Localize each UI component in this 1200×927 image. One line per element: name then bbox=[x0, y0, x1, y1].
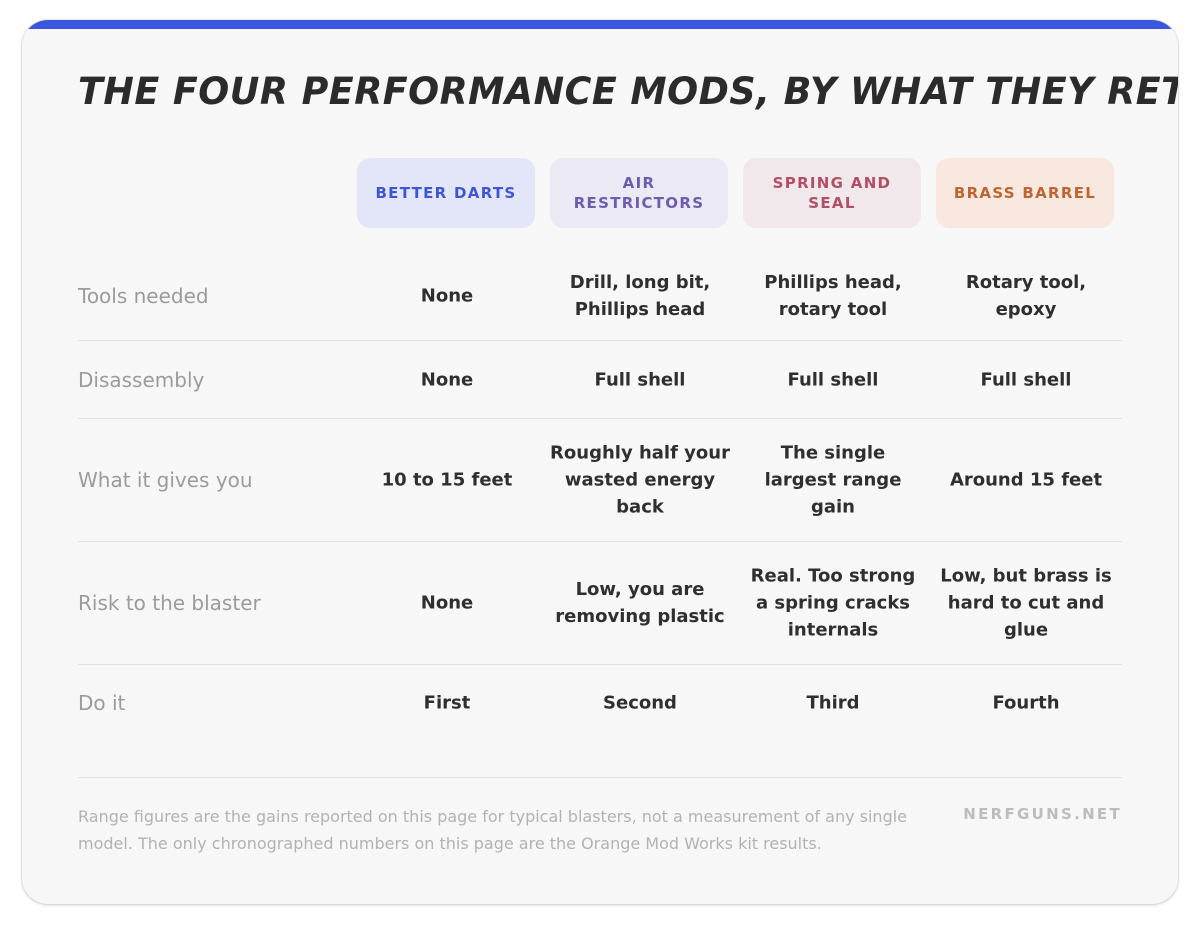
table-cell: Low, you are removing plastic bbox=[555, 579, 725, 627]
table-cell: Fourth bbox=[992, 692, 1060, 714]
table-cell: Full shell bbox=[787, 369, 879, 390]
brand-wordmark: NERFGUNS.NET bbox=[963, 805, 1122, 823]
table-cell: Third bbox=[806, 692, 860, 714]
table-row-tools-needed: Tools needed None Drill, long bit, Phill… bbox=[78, 252, 1122, 340]
table-cell: None bbox=[420, 369, 474, 390]
row-divider bbox=[78, 418, 1122, 419]
column-header-label: AIR RESTRICTORS bbox=[573, 174, 705, 212]
table-row-what-it-gives-you: What it gives you 10 to 15 feet Roughly … bbox=[78, 419, 1122, 541]
table-cell: The single largest range gain bbox=[764, 442, 902, 518]
table-cell: Full shell bbox=[594, 369, 686, 390]
column-header-brass-barrel: BRASS BARREL bbox=[936, 158, 1114, 228]
table-cell: Second bbox=[603, 692, 677, 714]
table-cell: First bbox=[423, 692, 471, 714]
row-divider bbox=[78, 664, 1122, 665]
table-cell: Phillips head, rotary tool bbox=[764, 272, 902, 320]
table-cell: Roughly half your wasted energy back bbox=[550, 442, 730, 518]
column-header-better-darts: BETTER DARTS bbox=[357, 158, 535, 228]
table-row-disassembly: Disassembly None Full shell Full shell F… bbox=[78, 341, 1122, 418]
comparison-card: THE FOUR PERFORMANCE MODS, BY WHAT THEY … bbox=[22, 20, 1178, 904]
row-label: Do it bbox=[78, 691, 126, 715]
table-cell: Around 15 feet bbox=[949, 469, 1103, 491]
column-header-air-restrictors: AIR RESTRICTORS bbox=[550, 158, 728, 228]
accent-bar bbox=[22, 20, 1178, 29]
table-row-risk-to-the-blaster: Risk to the blaster None Low, you are re… bbox=[78, 542, 1122, 664]
table-cell: Rotary tool, epoxy bbox=[965, 272, 1087, 320]
table-cell: Real. Too strong a spring cracks interna… bbox=[750, 565, 916, 641]
table-cell: None bbox=[420, 285, 474, 307]
footnote: Range figures are the gains reported on … bbox=[78, 807, 908, 853]
row-label: What it gives you bbox=[78, 468, 253, 492]
table-cell: None bbox=[420, 592, 474, 614]
row-divider bbox=[78, 340, 1122, 341]
row-label: Tools needed bbox=[78, 284, 209, 308]
table-cell: 10 to 15 feet bbox=[381, 469, 513, 491]
table-cell: Low, but brass is hard to cut and glue bbox=[940, 565, 1112, 641]
row-label: Disassembly bbox=[78, 367, 205, 392]
column-header-label: SPRING AND SEAL bbox=[772, 174, 892, 212]
table-cell: Drill, long bit, Phillips head bbox=[569, 272, 711, 320]
page-title: THE FOUR PERFORMANCE MODS, BY WHAT THEY … bbox=[78, 70, 1178, 113]
table-row-do-it: Do it First Second Third Fourth bbox=[78, 665, 1122, 741]
row-label: Risk to the blaster bbox=[78, 591, 261, 615]
table-cell: Full shell bbox=[980, 369, 1072, 390]
footer-divider bbox=[78, 777, 1122, 778]
column-header-spring-and-seal: SPRING AND SEAL bbox=[743, 158, 921, 228]
row-divider bbox=[78, 541, 1122, 542]
